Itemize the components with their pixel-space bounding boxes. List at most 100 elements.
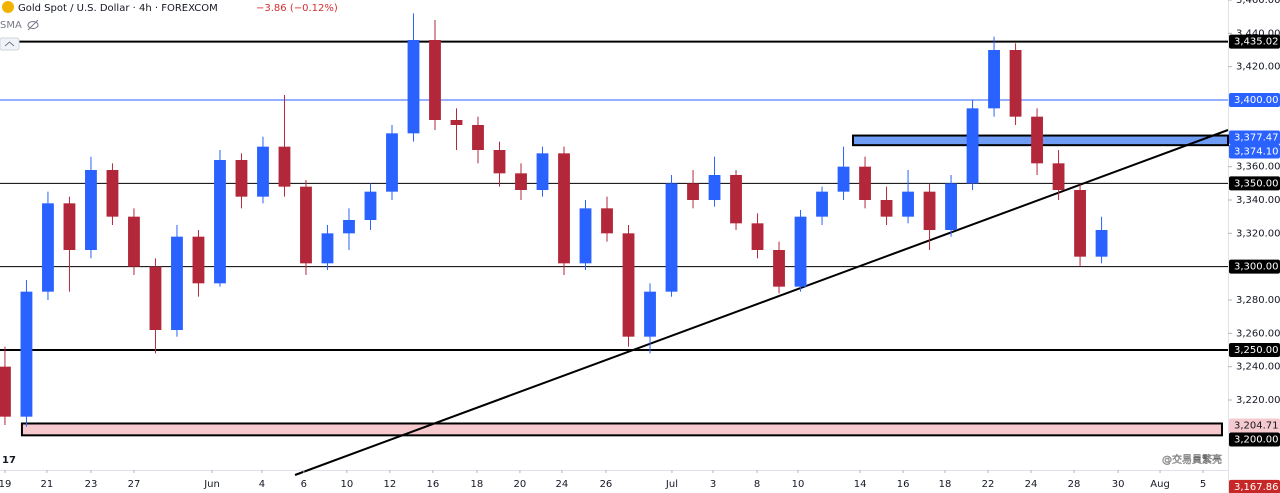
candle-body bbox=[343, 220, 355, 234]
price-tag bbox=[1229, 144, 1280, 159]
price-tag-label: 3,167.86 bbox=[1234, 482, 1279, 493]
price-tag-label: 3,300.00 bbox=[1234, 262, 1279, 273]
x-tick-label: 23 bbox=[85, 479, 98, 490]
candle-body bbox=[63, 203, 76, 250]
candle-body bbox=[1074, 190, 1086, 257]
x-tick-label: 24 bbox=[1025, 479, 1038, 490]
price-tag-label: 3,377.47 bbox=[1234, 133, 1279, 144]
x-tick-label: 12 bbox=[383, 479, 396, 490]
candle-body bbox=[708, 175, 721, 200]
candle-body bbox=[42, 203, 54, 292]
x-tick-label: 14 bbox=[854, 479, 867, 490]
candle-body bbox=[171, 236, 183, 330]
candle-body bbox=[278, 146, 291, 187]
collapse-button[interactable] bbox=[0, 37, 20, 51]
watermark: @交易員繁亮 bbox=[1162, 453, 1222, 466]
candle-body bbox=[536, 153, 549, 190]
eye-icon bbox=[27, 21, 39, 29]
candle-body bbox=[20, 291, 33, 417]
candle-body bbox=[880, 200, 893, 217]
x-tick-label: Jun bbox=[203, 479, 220, 490]
candle-body bbox=[235, 160, 248, 197]
candles-layer bbox=[0, 13, 1108, 427]
price-tag-label: 3,435.02 bbox=[1234, 37, 1279, 48]
x-tick-label: 6 bbox=[301, 479, 307, 490]
price-tag bbox=[1229, 93, 1280, 107]
x-tick-label: 20 bbox=[514, 479, 527, 490]
price-tag bbox=[1229, 176, 1280, 191]
candle-body bbox=[966, 108, 979, 184]
candle-body bbox=[364, 191, 377, 220]
candle-body bbox=[1009, 50, 1022, 117]
candle-body bbox=[493, 150, 506, 174]
visibility-toggle[interactable] bbox=[27, 19, 39, 31]
trendline bbox=[294, 129, 1229, 476]
price-tag bbox=[1229, 432, 1280, 447]
price-tag bbox=[1229, 418, 1280, 433]
x-tick-label: 19 bbox=[0, 479, 11, 490]
x-tick-label: 5 bbox=[1200, 479, 1206, 490]
price-tag bbox=[1229, 130, 1280, 145]
x-tick-label: Jul bbox=[665, 479, 678, 490]
indicator-label[interactable]: SMA bbox=[0, 20, 22, 31]
candle-body bbox=[429, 40, 441, 120]
x-tick-label: 30 bbox=[1112, 479, 1125, 490]
candle-body bbox=[794, 216, 807, 287]
candle-body bbox=[579, 208, 592, 264]
candle-body bbox=[128, 216, 140, 267]
symbol-title: Gold Spot / U.S. Dollar · 4h · FOREXCOM bbox=[18, 3, 218, 14]
tradingview-logo: 17 bbox=[2, 455, 16, 466]
candle-body bbox=[622, 233, 635, 337]
price-tag-label: 3,200.00 bbox=[1234, 434, 1279, 445]
candle-body bbox=[149, 266, 162, 330]
candle-body bbox=[665, 183, 678, 292]
candle-body bbox=[988, 50, 1000, 109]
candle-body bbox=[644, 291, 656, 337]
y-tick-label: 3,320.00 bbox=[1236, 228, 1280, 239]
x-tick-label: Aug bbox=[1150, 479, 1170, 490]
candle-body bbox=[902, 191, 914, 217]
legend-backdrop bbox=[0, 0, 340, 16]
candle-body bbox=[923, 191, 936, 230]
candle-body bbox=[214, 160, 226, 284]
symbol-icon bbox=[2, 1, 14, 13]
x-tick-label: 18 bbox=[939, 479, 952, 490]
candle-body bbox=[687, 183, 699, 200]
candle-body bbox=[386, 133, 398, 192]
eye-slash bbox=[27, 19, 39, 31]
candle-body bbox=[300, 186, 312, 264]
x-tick-label: 24 bbox=[555, 479, 568, 490]
price-tag-label: 3,204.71 bbox=[1234, 420, 1279, 431]
price-tag bbox=[1229, 34, 1280, 49]
candle-body bbox=[321, 233, 334, 264]
candle-body bbox=[1095, 230, 1108, 257]
price-tag bbox=[1229, 343, 1280, 357]
candle-body bbox=[85, 170, 97, 250]
candle-body bbox=[837, 166, 850, 192]
price-tag-label: 3,350.00 bbox=[1234, 178, 1279, 189]
candle-body bbox=[407, 40, 420, 134]
candle-body bbox=[601, 208, 613, 234]
candle-body bbox=[515, 173, 527, 190]
price-change: −3.86 (−0.12%) bbox=[256, 3, 338, 14]
x-tick-label: 21 bbox=[41, 479, 54, 490]
x-tick-label: 27 bbox=[128, 479, 141, 490]
price-tag-label: 3,374.10 bbox=[1234, 147, 1279, 158]
x-tick-label: 18 bbox=[471, 479, 484, 490]
y-tick-label: 3,360.00 bbox=[1236, 162, 1280, 173]
candle-body bbox=[1052, 163, 1065, 190]
x-tick-label: 26 bbox=[600, 479, 613, 490]
y-tick-label: 3,220.00 bbox=[1236, 395, 1280, 406]
x-tick-label: 16 bbox=[897, 479, 910, 490]
x-tick-label: 16 bbox=[426, 479, 439, 490]
collapse-arrow bbox=[4, 41, 15, 47]
candle-body bbox=[450, 120, 463, 125]
candle-body bbox=[730, 175, 742, 224]
candle-body bbox=[257, 146, 269, 197]
x-tick-label: 28 bbox=[1068, 479, 1081, 490]
x-tick-label: 10 bbox=[792, 479, 805, 490]
y-tick-label: 3,240.00 bbox=[1236, 362, 1280, 373]
